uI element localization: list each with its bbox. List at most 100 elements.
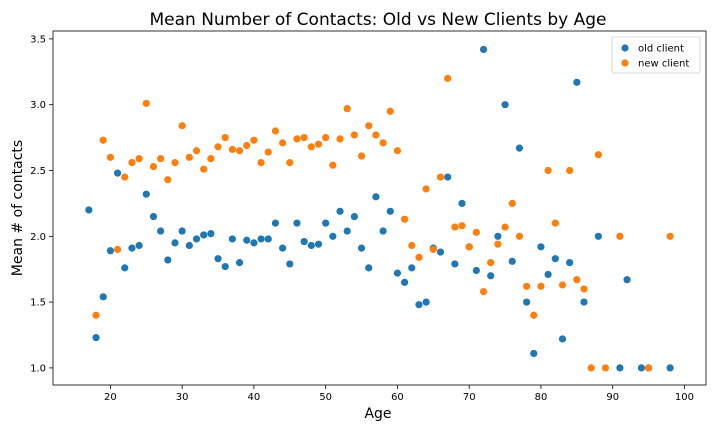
data-point [393,269,402,277]
data-point [271,219,280,227]
data-point [494,232,502,240]
data-point [350,131,358,139]
data-point [149,212,158,221]
data-point [537,282,545,290]
data-point [279,244,287,252]
data-point [250,239,258,247]
data-point [142,99,150,107]
data-point [365,122,373,130]
data-point [429,245,437,254]
data-point [228,145,236,154]
data-point [214,143,222,151]
data-point [214,255,222,263]
data-point [408,241,416,250]
data-point [530,311,538,319]
x-tick-label: 80 [535,392,548,403]
data-point [178,227,186,235]
data-point [558,335,567,343]
data-point [508,257,516,265]
data-point [228,235,236,243]
data-point [458,222,466,230]
y-tick-label: 2.0 [30,232,46,243]
data-point [386,107,394,115]
data-point [393,147,402,155]
data-point [472,228,480,236]
data-point [379,139,387,147]
data-point [264,235,272,243]
data-point [551,219,559,227]
data-point [322,219,330,227]
x-tick-label: 20 [104,392,117,403]
y-tick-label: 3.0 [30,100,46,111]
legend-marker [621,44,629,52]
data-point [243,141,251,150]
data-point [601,364,610,372]
data-point [329,232,337,240]
data-point [515,144,524,152]
data-point [121,173,129,181]
data-point [336,207,344,215]
data-point [616,364,624,372]
data-point [501,223,509,231]
data-point [386,207,394,215]
data-point [279,139,287,147]
data-point [157,155,165,163]
data-point [185,241,193,250]
data-point [551,255,559,263]
data-point [157,227,165,235]
data-point [523,282,531,290]
data-point [271,127,280,135]
data-point [300,237,308,246]
data-point [408,264,416,272]
data-point [573,276,581,284]
data-point [594,232,602,240]
data-point [444,74,452,82]
data-point [200,165,208,173]
data-point [135,155,143,163]
data-point [444,173,452,181]
data-point [537,243,545,251]
data-point [135,241,143,250]
data-point [264,148,272,156]
data-point [372,131,380,139]
x-tick-label: 50 [319,392,332,403]
data-point [357,244,366,252]
data-point [235,147,244,155]
data-point [372,193,380,201]
data-point [142,190,150,198]
data-point [221,262,229,271]
data-point [164,256,172,264]
data-point [436,248,445,256]
data-point [508,199,516,207]
data-point [644,364,653,372]
y-axis: 1.0 1.5 2.0 2.5 3.0 3.5 [30,34,53,374]
data-point [666,232,674,240]
data-point [192,147,201,155]
x-axis-title: Age [364,406,391,422]
data-point [666,364,674,372]
data-point [587,364,595,372]
data-point [573,78,581,86]
data-point [494,240,502,248]
y-axis-title: Mean # of contacts [10,140,26,276]
data-point [164,176,172,184]
data-point [343,105,351,113]
data-point [501,101,509,109]
legend: old client new client [611,36,701,74]
x-tick-label: 40 [248,392,261,403]
data-point [192,235,201,243]
x-tick-label: 60 [391,392,404,403]
data-point [171,239,179,247]
x-tick-label: 100 [675,392,694,403]
data-point [293,219,301,227]
data-point [580,285,588,293]
series-new-client [92,74,674,372]
data-point [451,260,459,268]
data-point [487,272,495,280]
data-point [113,245,122,254]
data-point [85,206,93,214]
data-point [479,287,488,296]
x-tick-label: 30 [176,392,189,403]
data-point [128,158,136,167]
